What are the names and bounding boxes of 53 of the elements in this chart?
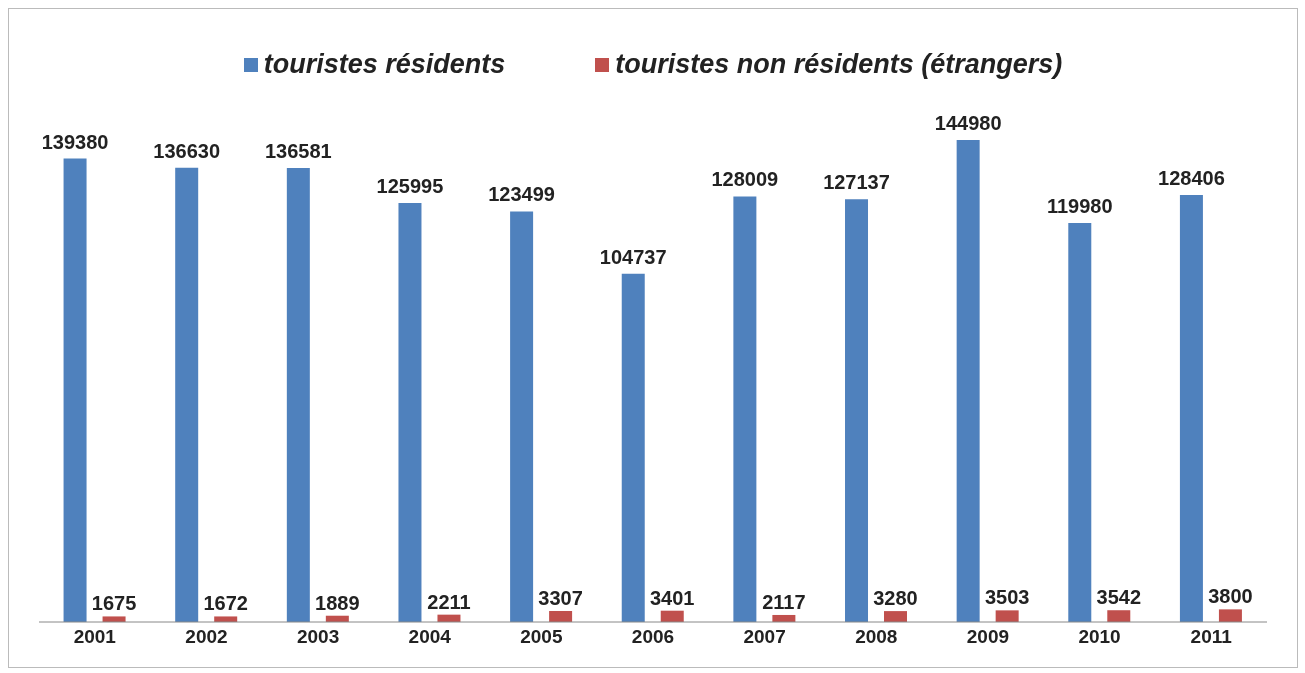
- bar: [549, 611, 573, 622]
- data-label: 3401: [649, 586, 695, 609]
- bar: [214, 616, 238, 622]
- data-label: 136581: [264, 139, 332, 162]
- bar: [884, 611, 908, 622]
- bar: [63, 158, 87, 622]
- bar: [102, 616, 126, 622]
- data-label: 144980: [934, 112, 1002, 134]
- bar: [621, 273, 645, 622]
- data-label: 127137: [823, 171, 890, 194]
- data-label: 128406: [1158, 167, 1225, 190]
- bar: [398, 203, 422, 622]
- x-tick-label: 2005: [520, 626, 563, 648]
- legend-label: touristes résidents: [262, 49, 506, 80]
- x-tick-label: 2004: [408, 626, 452, 648]
- data-label: 1675: [91, 592, 137, 615]
- bar: [845, 199, 869, 622]
- data-label: 2117: [762, 590, 806, 613]
- legend-label: touristes non résidents (étrangers): [614, 49, 1063, 80]
- bar: [1107, 610, 1131, 622]
- data-label: 2211: [427, 590, 471, 613]
- bar: [1218, 609, 1242, 622]
- data-label: 139380: [41, 130, 109, 153]
- data-label: 3280: [873, 587, 918, 610]
- bar: [175, 167, 199, 622]
- data-label: 128009: [711, 168, 779, 191]
- bar: [510, 211, 534, 622]
- data-label: 3542: [1096, 586, 1142, 609]
- data-label: 104737: [599, 245, 667, 268]
- x-tick-label: 2011: [1190, 626, 1233, 648]
- x-tick-label: 2007: [743, 626, 786, 648]
- data-label: 3307: [538, 587, 583, 610]
- bar: [733, 196, 757, 622]
- x-tick-label: 2003: [296, 626, 340, 648]
- data-label: 1672: [203, 592, 248, 615]
- bar: [286, 167, 310, 622]
- bar: [1179, 195, 1203, 622]
- data-label: 136630: [153, 139, 221, 162]
- x-tick-label: 2009: [966, 626, 1010, 648]
- data-label: 1889: [315, 591, 360, 614]
- data-label: 123499: [488, 183, 555, 206]
- x-tick-label: 2010: [1078, 626, 1121, 648]
- data-label: 3503: [984, 586, 1030, 609]
- bar: [956, 140, 980, 622]
- data-label: 125995: [376, 175, 444, 198]
- x-tick-label: 2006: [631, 626, 675, 648]
- data-label: 119980: [1046, 195, 1113, 218]
- bar: [1068, 223, 1092, 622]
- bar: [995, 610, 1019, 622]
- x-tick-label: 2008: [855, 626, 898, 648]
- x-tick-label: 2002: [185, 626, 228, 648]
- x-tick-label: 2001: [73, 626, 117, 648]
- data-label: 3800: [1208, 585, 1253, 608]
